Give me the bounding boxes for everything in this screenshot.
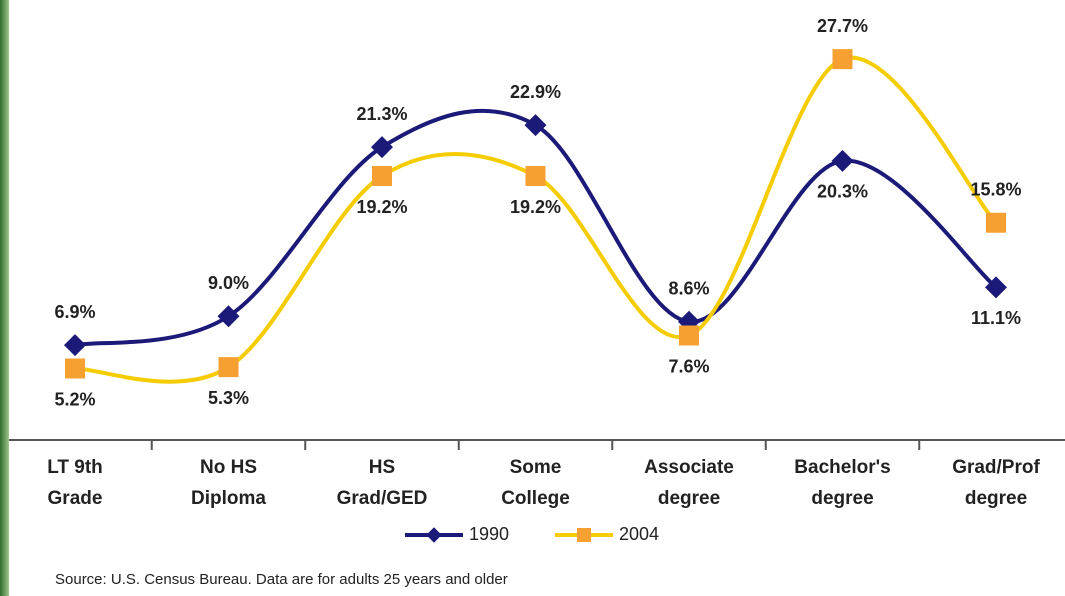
marker [679,325,699,346]
data-label: 20.3% [817,182,868,202]
data-label: 27.7% [817,16,868,36]
marker [64,334,86,357]
marker [986,212,1006,233]
data-label: 6.9% [54,302,95,322]
legend-label: 2004 [619,524,659,544]
side-stripe [0,0,9,596]
x-tick-label: HS Grad/GED [337,457,428,509]
series-line [74,55,998,384]
data-label: 19.2% [356,197,407,217]
x-tick-label: LT 9th Grade [47,457,103,509]
data-label: 9.0% [208,273,249,293]
data-label: 19.2% [510,197,561,217]
data-label: 21.3% [356,104,407,124]
marker [524,114,547,137]
marker [372,166,392,186]
marker [985,276,1007,299]
x-tick-label: Associate degree [644,457,734,509]
data-label: 15.8% [970,180,1021,200]
x-tick-label: Some College [501,457,570,509]
data-label: 7.6% [668,356,709,376]
data-label: 8.6% [668,279,709,299]
source-note: Source: U.S. Census Bureau. Data are for… [55,571,508,588]
legend-marker [577,528,591,542]
data-label: 22.9% [510,82,561,102]
legend-marker [426,527,442,543]
marker [371,136,393,159]
marker [831,149,854,172]
data-label: 5.3% [208,388,249,408]
series-line [74,108,998,348]
marker [65,358,85,379]
marker [525,166,546,186]
data-label: 11.1% [971,308,1021,328]
marker [218,357,239,378]
data-label: 5.2% [54,389,95,409]
marker [217,305,240,328]
x-tick-label: Grad/Prof degree [952,457,1040,509]
x-tick-label: No HS Diploma [191,457,266,509]
x-tick-label: Bachelor's degree [794,457,890,509]
marker [832,49,853,70]
legend-label: 1990 [469,524,509,544]
